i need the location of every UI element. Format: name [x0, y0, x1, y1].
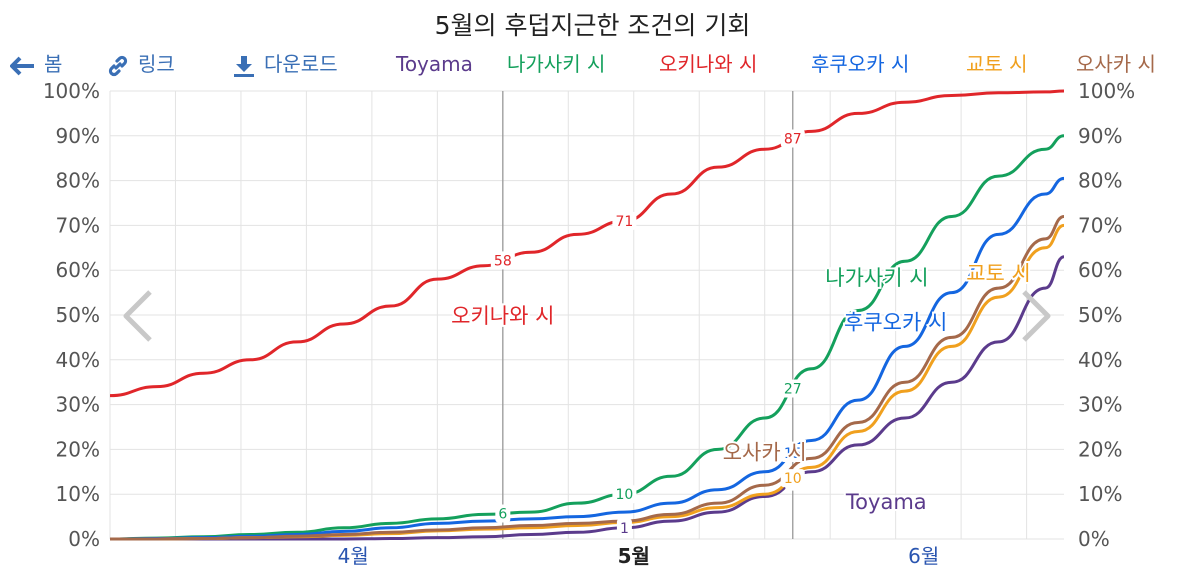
y-tick-label-left: 20%	[56, 437, 100, 461]
series-line-2	[109, 89, 1065, 398]
x-month-label: 4월	[338, 544, 369, 568]
x-axis: 4월 5월 6월	[338, 544, 940, 568]
legend-item-okinawa[interactable]: 오키나와 시	[659, 52, 758, 76]
chart-title: 5월의 후덥지근한 조건의 기회	[434, 11, 751, 40]
legend-item-osaka[interactable]: 오사카 시	[1076, 52, 1156, 76]
legend-item-nagasaki[interactable]: 나가사키 시	[507, 52, 606, 76]
data-label: 6	[498, 506, 507, 522]
legend-item-kyoto[interactable]: 교토 시	[966, 52, 1028, 76]
y-axis-left: 0% 10% 20% 30% 40% 50% 60% 70% 80% 90% 100%	[43, 79, 100, 551]
data-label-bg	[780, 443, 805, 462]
data-label: 71	[615, 214, 633, 230]
legend-item-fukuoka[interactable]: 후쿠오카 시	[811, 52, 910, 76]
legend-item-toyama[interactable]: Toyama	[396, 52, 473, 76]
download-label: 다운로드	[264, 52, 338, 76]
y-axis-right: 0% 10% 20% 30% 40% 50% 60% 70% 80% 90% 100%	[1078, 79, 1135, 551]
toolbar: 봄 링크 다운로드 Toyama 나가사키 시 오키나와 시 후쿠오카 시 교토…	[0, 48, 1185, 80]
y-tick-label-left: 30%	[56, 393, 100, 417]
data-label-bg	[612, 485, 637, 504]
y-tick-label-left: 40%	[56, 348, 100, 372]
y-tick-label-right: 70%	[1078, 213, 1122, 237]
data-label-bg	[780, 469, 805, 488]
data-label: 58	[494, 253, 512, 269]
y-tick-label-left: 70%	[56, 213, 100, 237]
y-tick-label-right: 100%	[1078, 79, 1135, 103]
download-icon	[234, 55, 254, 77]
data-labels: 58718761027161510	[490, 129, 805, 537]
data-label: 27	[784, 381, 802, 397]
y-tick-label-right: 20%	[1078, 437, 1122, 461]
data-label-bg	[495, 504, 511, 523]
download-button[interactable]: 다운로드	[232, 48, 338, 80]
y-tick-label-right: 30%	[1078, 393, 1122, 417]
series-inline-label: Toyama	[845, 490, 927, 514]
series-inline-label: 후쿠오카 시	[844, 311, 947, 335]
series-lines	[109, 89, 1065, 541]
data-label-bg	[616, 518, 632, 537]
x-month-label: 5월	[618, 544, 650, 568]
back-label: 봄	[44, 52, 63, 76]
chevron-left-icon	[123, 290, 152, 342]
series-inline-label: 오사카 시	[723, 441, 807, 465]
y-tick-label-left: 100%	[43, 79, 100, 103]
data-label-bg	[490, 251, 515, 270]
series-inline-label: 오키나와 시	[451, 304, 554, 328]
y-tick-label-left: 50%	[56, 303, 100, 327]
data-label: 10	[784, 471, 802, 487]
y-tick-label-left: 0%	[68, 527, 100, 551]
back-button[interactable]: 봄	[10, 48, 62, 80]
link-icon	[108, 55, 128, 76]
data-label: 1	[620, 521, 629, 537]
data-label: 15	[784, 446, 802, 462]
y-tick-label-right: 40%	[1078, 348, 1122, 372]
link-button[interactable]: 링크	[106, 48, 175, 80]
data-label: 87	[784, 131, 802, 147]
arrow-left-icon	[10, 56, 34, 75]
previous-arrow[interactable]	[120, 288, 156, 344]
series-line-3	[109, 176, 1065, 541]
y-tick-label-right: 10%	[1078, 482, 1122, 506]
y-tick-label-left: 10%	[56, 482, 100, 506]
y-tick-label-left: 80%	[56, 169, 100, 193]
link-label: 링크	[138, 52, 175, 76]
series-inline-label: 교토 시	[966, 261, 1031, 285]
grid	[109, 90, 1064, 540]
data-label-bg	[612, 211, 637, 230]
data-label-bg	[780, 379, 805, 398]
next-arrow[interactable]	[1018, 288, 1054, 344]
series-inline-label: 나가사키 시	[825, 266, 928, 290]
y-tick-label-right: 60%	[1078, 258, 1122, 282]
y-tick-label-left: 60%	[56, 258, 100, 282]
data-label-bg	[780, 129, 805, 148]
chevron-right-icon	[1022, 290, 1051, 342]
y-tick-label-right: 80%	[1078, 169, 1122, 193]
y-tick-label-right: 90%	[1078, 124, 1122, 148]
x-month-label: 6월	[908, 544, 939, 568]
y-tick-label-right: 0%	[1078, 527, 1110, 551]
y-tick-label-left: 90%	[56, 124, 100, 148]
data-label: 10	[615, 487, 633, 503]
y-tick-label-right: 50%	[1078, 303, 1122, 327]
